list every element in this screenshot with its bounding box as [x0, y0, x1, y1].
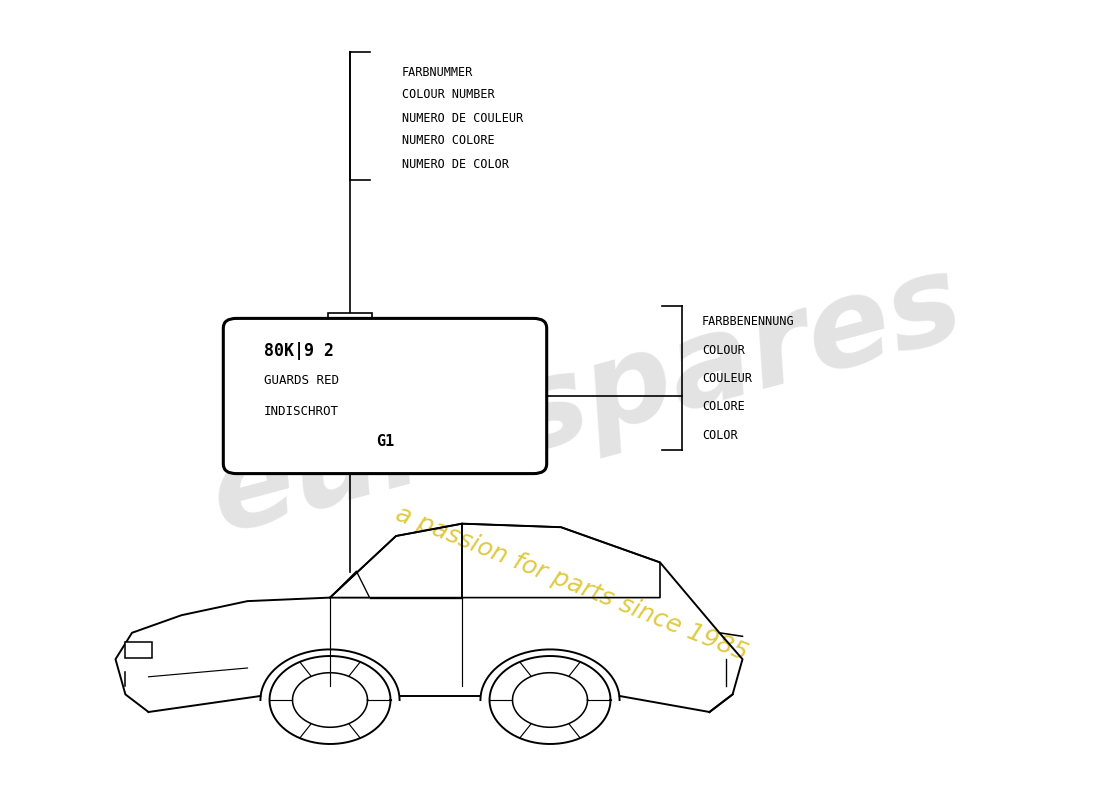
- Bar: [125, 642, 152, 658]
- Text: COLORE: COLORE: [702, 400, 745, 414]
- Text: FARBNUMMER: FARBNUMMER: [402, 66, 473, 78]
- Text: NUMERO DE COLOR: NUMERO DE COLOR: [402, 158, 508, 170]
- Text: G1: G1: [376, 434, 394, 449]
- Text: COLOR: COLOR: [702, 429, 737, 442]
- Text: COLOUR: COLOUR: [702, 343, 745, 357]
- Text: INDISCHROT: INDISCHROT: [264, 405, 339, 418]
- Text: 80K|9 2: 80K|9 2: [264, 342, 334, 360]
- Text: COULEUR: COULEUR: [702, 372, 751, 385]
- Text: eurospares: eurospares: [198, 243, 975, 557]
- Text: NUMERO COLORE: NUMERO COLORE: [402, 134, 494, 147]
- Text: GUARDS RED: GUARDS RED: [264, 374, 339, 387]
- Text: NUMERO DE COULEUR: NUMERO DE COULEUR: [402, 111, 522, 125]
- Bar: [328, 313, 372, 343]
- Text: a passion for parts since 1985: a passion for parts since 1985: [393, 502, 751, 666]
- FancyBboxPatch shape: [223, 318, 547, 474]
- Text: COLOUR NUMBER: COLOUR NUMBER: [402, 89, 494, 102]
- Text: FARBBENENNUNG: FARBBENENNUNG: [702, 315, 794, 328]
